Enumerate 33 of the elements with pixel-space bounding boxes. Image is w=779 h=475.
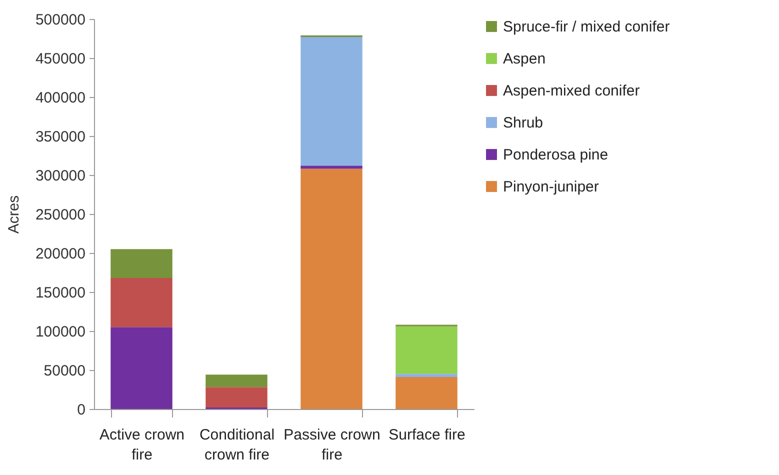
bar <box>396 377 458 409</box>
y-axis-title: Acres <box>5 195 22 234</box>
y-tick-label: 300000 <box>35 168 86 184</box>
legend-label: Aspen <box>503 50 546 68</box>
y-tick-label: 350000 <box>35 128 86 146</box>
legend-label: Ponderosa pine <box>503 146 608 164</box>
y-tick-label: 400000 <box>35 90 86 106</box>
x-tick-label: Active crown fire <box>99 426 185 464</box>
y-tick-label: 200000 <box>35 246 86 262</box>
bar <box>110 327 172 409</box>
y-tick-label: 100000 <box>35 324 86 340</box>
legend-label: Pinyon-juniper <box>503 178 599 196</box>
y-tick-label: 50000 <box>44 362 86 380</box>
bar <box>206 387 268 408</box>
x-tick-label: Conditional crown fire <box>199 426 275 464</box>
y-tick-label: 250000 <box>35 206 86 224</box>
bar <box>110 278 172 328</box>
legend-label: Aspen-mixed conifer <box>503 82 640 100</box>
bar <box>300 168 362 409</box>
x-tick-label: Surface fire <box>388 426 466 444</box>
y-tick-label: 450000 <box>35 50 86 68</box>
bar <box>396 326 458 374</box>
bar <box>206 374 268 388</box>
bar <box>396 374 458 378</box>
y-tick-label: 500000 <box>35 12 86 28</box>
bar <box>110 249 172 278</box>
bar <box>300 166 362 169</box>
y-tick-label: 150000 <box>35 284 86 302</box>
y-tick-label: 0 <box>77 402 86 418</box>
legend-label: Shrub <box>503 114 544 132</box>
x-tick-label: Passive crown fire <box>284 426 380 464</box>
legend-label: Spruce-fir / mixed conifer <box>503 18 670 36</box>
bar <box>300 36 362 166</box>
